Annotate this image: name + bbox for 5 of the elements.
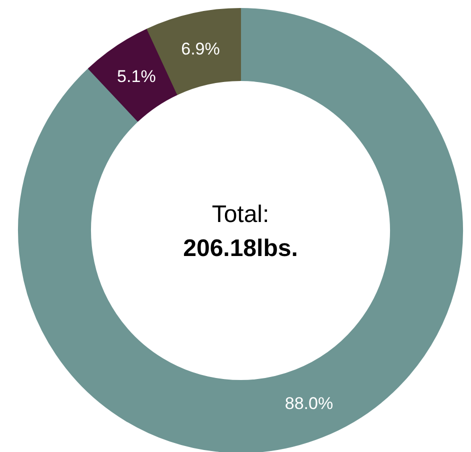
data-label: 5.1%: [117, 66, 156, 86]
data-label: 88.0%: [284, 394, 334, 413]
text: Total:: [212, 201, 270, 228]
data-label: 6.9%: [181, 39, 220, 58]
text: 206.18lbs.: [183, 235, 298, 262]
